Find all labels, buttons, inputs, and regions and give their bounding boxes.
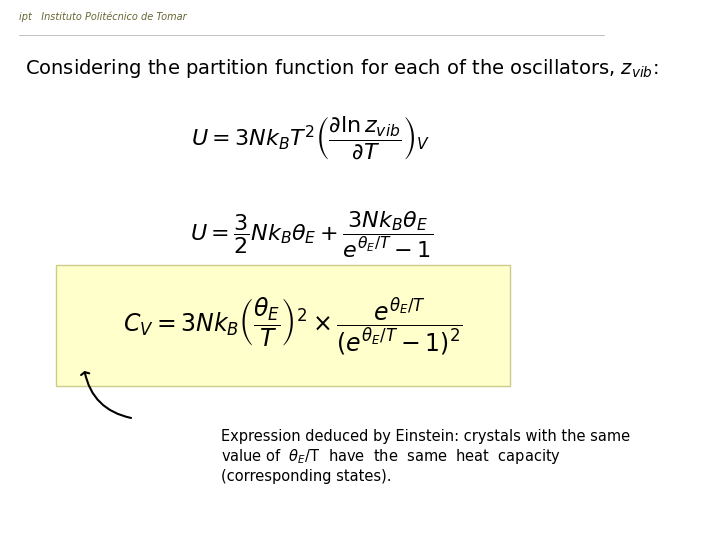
FancyBboxPatch shape bbox=[56, 265, 510, 386]
Text: $C_V = 3Nk_B\left(\dfrac{\theta_E}{T}\right)^2 \times \dfrac{e^{\theta_E/T}}{\le: $C_V = 3Nk_B\left(\dfrac{\theta_E}{T}\ri… bbox=[122, 295, 462, 356]
Text: ipt   Instituto Politécnico de Tomar: ipt Instituto Politécnico de Tomar bbox=[19, 12, 186, 22]
Text: Considering the partition function for each of the oscillators, $z_{vib}$:: Considering the partition function for e… bbox=[25, 57, 658, 80]
Text: $U = \dfrac{3}{2}Nk_B\theta_E + \dfrac{3Nk_B\theta_E}{e^{\theta_E/T}-1}$: $U = \dfrac{3}{2}Nk_B\theta_E + \dfrac{3… bbox=[189, 210, 433, 260]
Text: $U = 3Nk_BT^2\left(\dfrac{\partial \ln z_{vib}}{\partial T}\right)_V$: $U = 3Nk_BT^2\left(\dfrac{\partial \ln z… bbox=[192, 114, 431, 161]
Text: Expression deduced by Einstein: crystals with the same
value of  $\theta_E$/T  h: Expression deduced by Einstein: crystals… bbox=[221, 429, 630, 483]
